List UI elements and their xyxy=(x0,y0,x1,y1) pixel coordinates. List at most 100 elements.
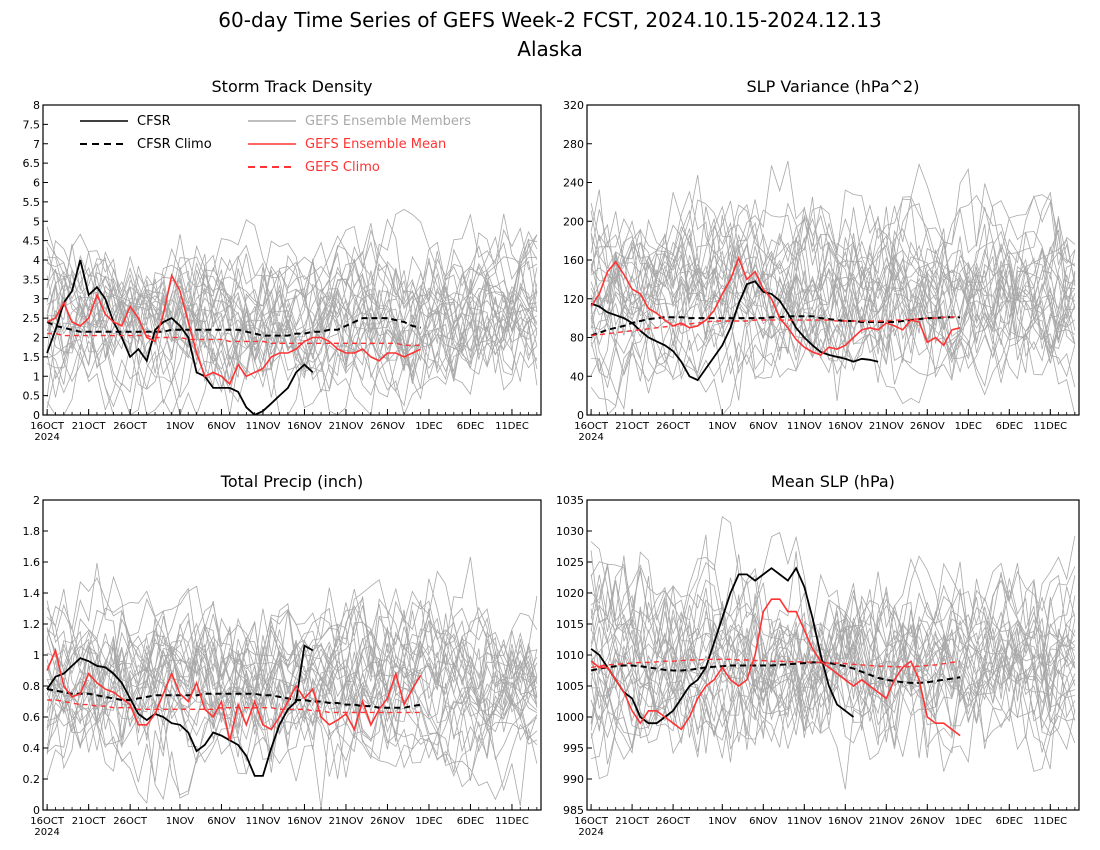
ensemble-member-line xyxy=(590,262,1076,372)
chart-panel: Mean SLP (hPa) 985 990 995 1000 1005 1010 1015 1… xyxy=(556,472,1080,838)
legend-label: CFSR Climo xyxy=(137,137,212,152)
series-line-cfsr xyxy=(46,644,314,777)
x-tick-label: 1DEC xyxy=(415,421,442,432)
y-tick-label: 1 xyxy=(33,370,40,383)
series-line-gefs-ensemble-mean xyxy=(590,255,961,356)
y-tick-label: 0.4 xyxy=(23,742,41,755)
y-tick-label: 0.8 xyxy=(23,680,41,693)
y-tick-label: 1030 xyxy=(556,525,584,538)
y-tick-label: 7 xyxy=(33,138,40,151)
panel-title: Total Precip (inch) xyxy=(220,472,363,491)
x-tick-label: 21NOV xyxy=(329,421,364,432)
ensemble-member-line xyxy=(46,254,538,379)
ensemble-members xyxy=(590,515,1076,790)
ensemble-member-line xyxy=(590,555,1076,748)
x-tick-label: 1DEC xyxy=(955,421,982,432)
y-tick-label: 40 xyxy=(570,370,584,383)
ensemble-member-line xyxy=(590,189,1076,361)
ensemble-member-line xyxy=(590,196,1076,381)
y-tick-label: 1.6 xyxy=(23,556,41,569)
y-tick-label: 6.5 xyxy=(23,157,41,170)
x-tick-label: 26OCT xyxy=(656,816,691,827)
y-tick-label: 8 xyxy=(33,99,40,112)
x-tick-label: 6NOV xyxy=(207,421,236,432)
y-tick-label: 3.5 xyxy=(23,273,41,286)
series-line-cfsr-climo xyxy=(590,315,961,337)
x-year-label: 2024 xyxy=(578,827,603,838)
ensemble-member-line xyxy=(46,587,538,796)
series-line-gefs-climo xyxy=(590,658,961,669)
ensemble-members xyxy=(46,208,538,415)
y-tick-label: 0 xyxy=(577,409,584,422)
y-tick-label: 1.2 xyxy=(23,618,41,631)
panel-title: Storm Track Density xyxy=(212,77,373,96)
y-tick-label: 5 xyxy=(33,215,40,228)
y-tick-label: 985 xyxy=(563,804,584,817)
y-tick-label: 1010 xyxy=(556,649,584,662)
chart-panel: Storm Track Density 0 0.5 1 1.5 2 2.5 3 3.5 4 4.5 5… xyxy=(23,77,542,443)
ensemble-member-line xyxy=(46,618,538,801)
x-tick-label: 11NOV xyxy=(246,421,281,432)
ensemble-member-line xyxy=(590,612,1076,780)
ensemble-member-line xyxy=(590,572,1076,754)
series-line-cfsr-climo xyxy=(46,317,421,337)
ensemble-member-line xyxy=(46,603,538,753)
x-tick-label: 16OCT xyxy=(574,816,609,827)
series-line-gefs-ensemble-mean xyxy=(590,598,961,737)
ensemble-member-line xyxy=(46,585,538,758)
x-tick-label: 6DEC xyxy=(996,421,1023,432)
ensemble-member-line xyxy=(590,541,1076,721)
ensemble-member-line xyxy=(46,600,538,763)
y-tick-label: 6 xyxy=(33,177,40,190)
x-tick-label: 6DEC xyxy=(457,421,484,432)
x-tick-label: 11NOV xyxy=(246,816,281,827)
x-tick-label: 11DEC xyxy=(495,421,529,432)
x-tick-label: 1NOV xyxy=(708,421,737,432)
y-tick-label: 2 xyxy=(33,494,40,507)
ensemble-member-line xyxy=(46,258,538,398)
series-line-cfsr-climo xyxy=(46,688,421,709)
x-tick-label: 26OCT xyxy=(113,816,148,827)
ensemble-member-line xyxy=(46,268,538,371)
y-tick-label: 995 xyxy=(563,742,584,755)
ensemble-members xyxy=(590,160,1076,415)
ensemble-member-line xyxy=(46,232,538,358)
y-tick-label: 120 xyxy=(563,293,584,306)
series-line-cfsr xyxy=(46,259,314,415)
ensemble-member-line xyxy=(590,535,1076,733)
x-tick-label: 16NOV xyxy=(828,421,863,432)
series-line-cfsr-climo xyxy=(590,661,961,684)
x-tick-label: 16NOV xyxy=(828,816,863,827)
x-tick-label: 6DEC xyxy=(457,816,484,827)
x-tick-label: 6DEC xyxy=(996,816,1023,827)
y-tick-label: 1.5 xyxy=(23,351,41,364)
panel-title: Mean SLP (hPa) xyxy=(771,472,895,491)
y-tick-label: 0.2 xyxy=(23,773,41,786)
x-tick-label: 26OCT xyxy=(656,421,691,432)
x-tick-label: 21NOV xyxy=(869,421,904,432)
ensemble-member-line xyxy=(590,217,1076,380)
ensemble-member-line xyxy=(590,191,1076,363)
ensemble-member-line xyxy=(590,605,1076,758)
y-tick-label: 4.5 xyxy=(23,235,41,248)
y-tick-label: 4 xyxy=(33,254,40,267)
y-tick-label: 2 xyxy=(33,332,40,345)
legend-label: CFSR xyxy=(137,114,171,129)
y-tick-label: 200 xyxy=(563,215,584,228)
y-tick-label: 7.5 xyxy=(23,118,41,131)
ensemble-member-line xyxy=(590,257,1075,415)
y-tick-label: 240 xyxy=(563,177,584,190)
y-tick-label: 0 xyxy=(33,804,40,817)
y-tick-label: 0.6 xyxy=(23,711,41,724)
series-line-gefs-ensemble-mean xyxy=(46,647,422,741)
ensemble-member-line xyxy=(46,233,538,409)
y-tick-label: 1005 xyxy=(556,680,584,693)
legend-label: GEFS Ensemble Members xyxy=(305,114,471,129)
x-tick-label: 21OCT xyxy=(72,421,107,432)
ensemble-member-line xyxy=(590,264,1075,401)
x-tick-label: 1DEC xyxy=(955,816,982,827)
x-tick-label: 11DEC xyxy=(1033,421,1067,432)
ensemble-member-line xyxy=(590,210,1076,362)
legend: CFSR CFSR Climo GEFS Ensemble Members GEFS … xyxy=(80,114,471,175)
